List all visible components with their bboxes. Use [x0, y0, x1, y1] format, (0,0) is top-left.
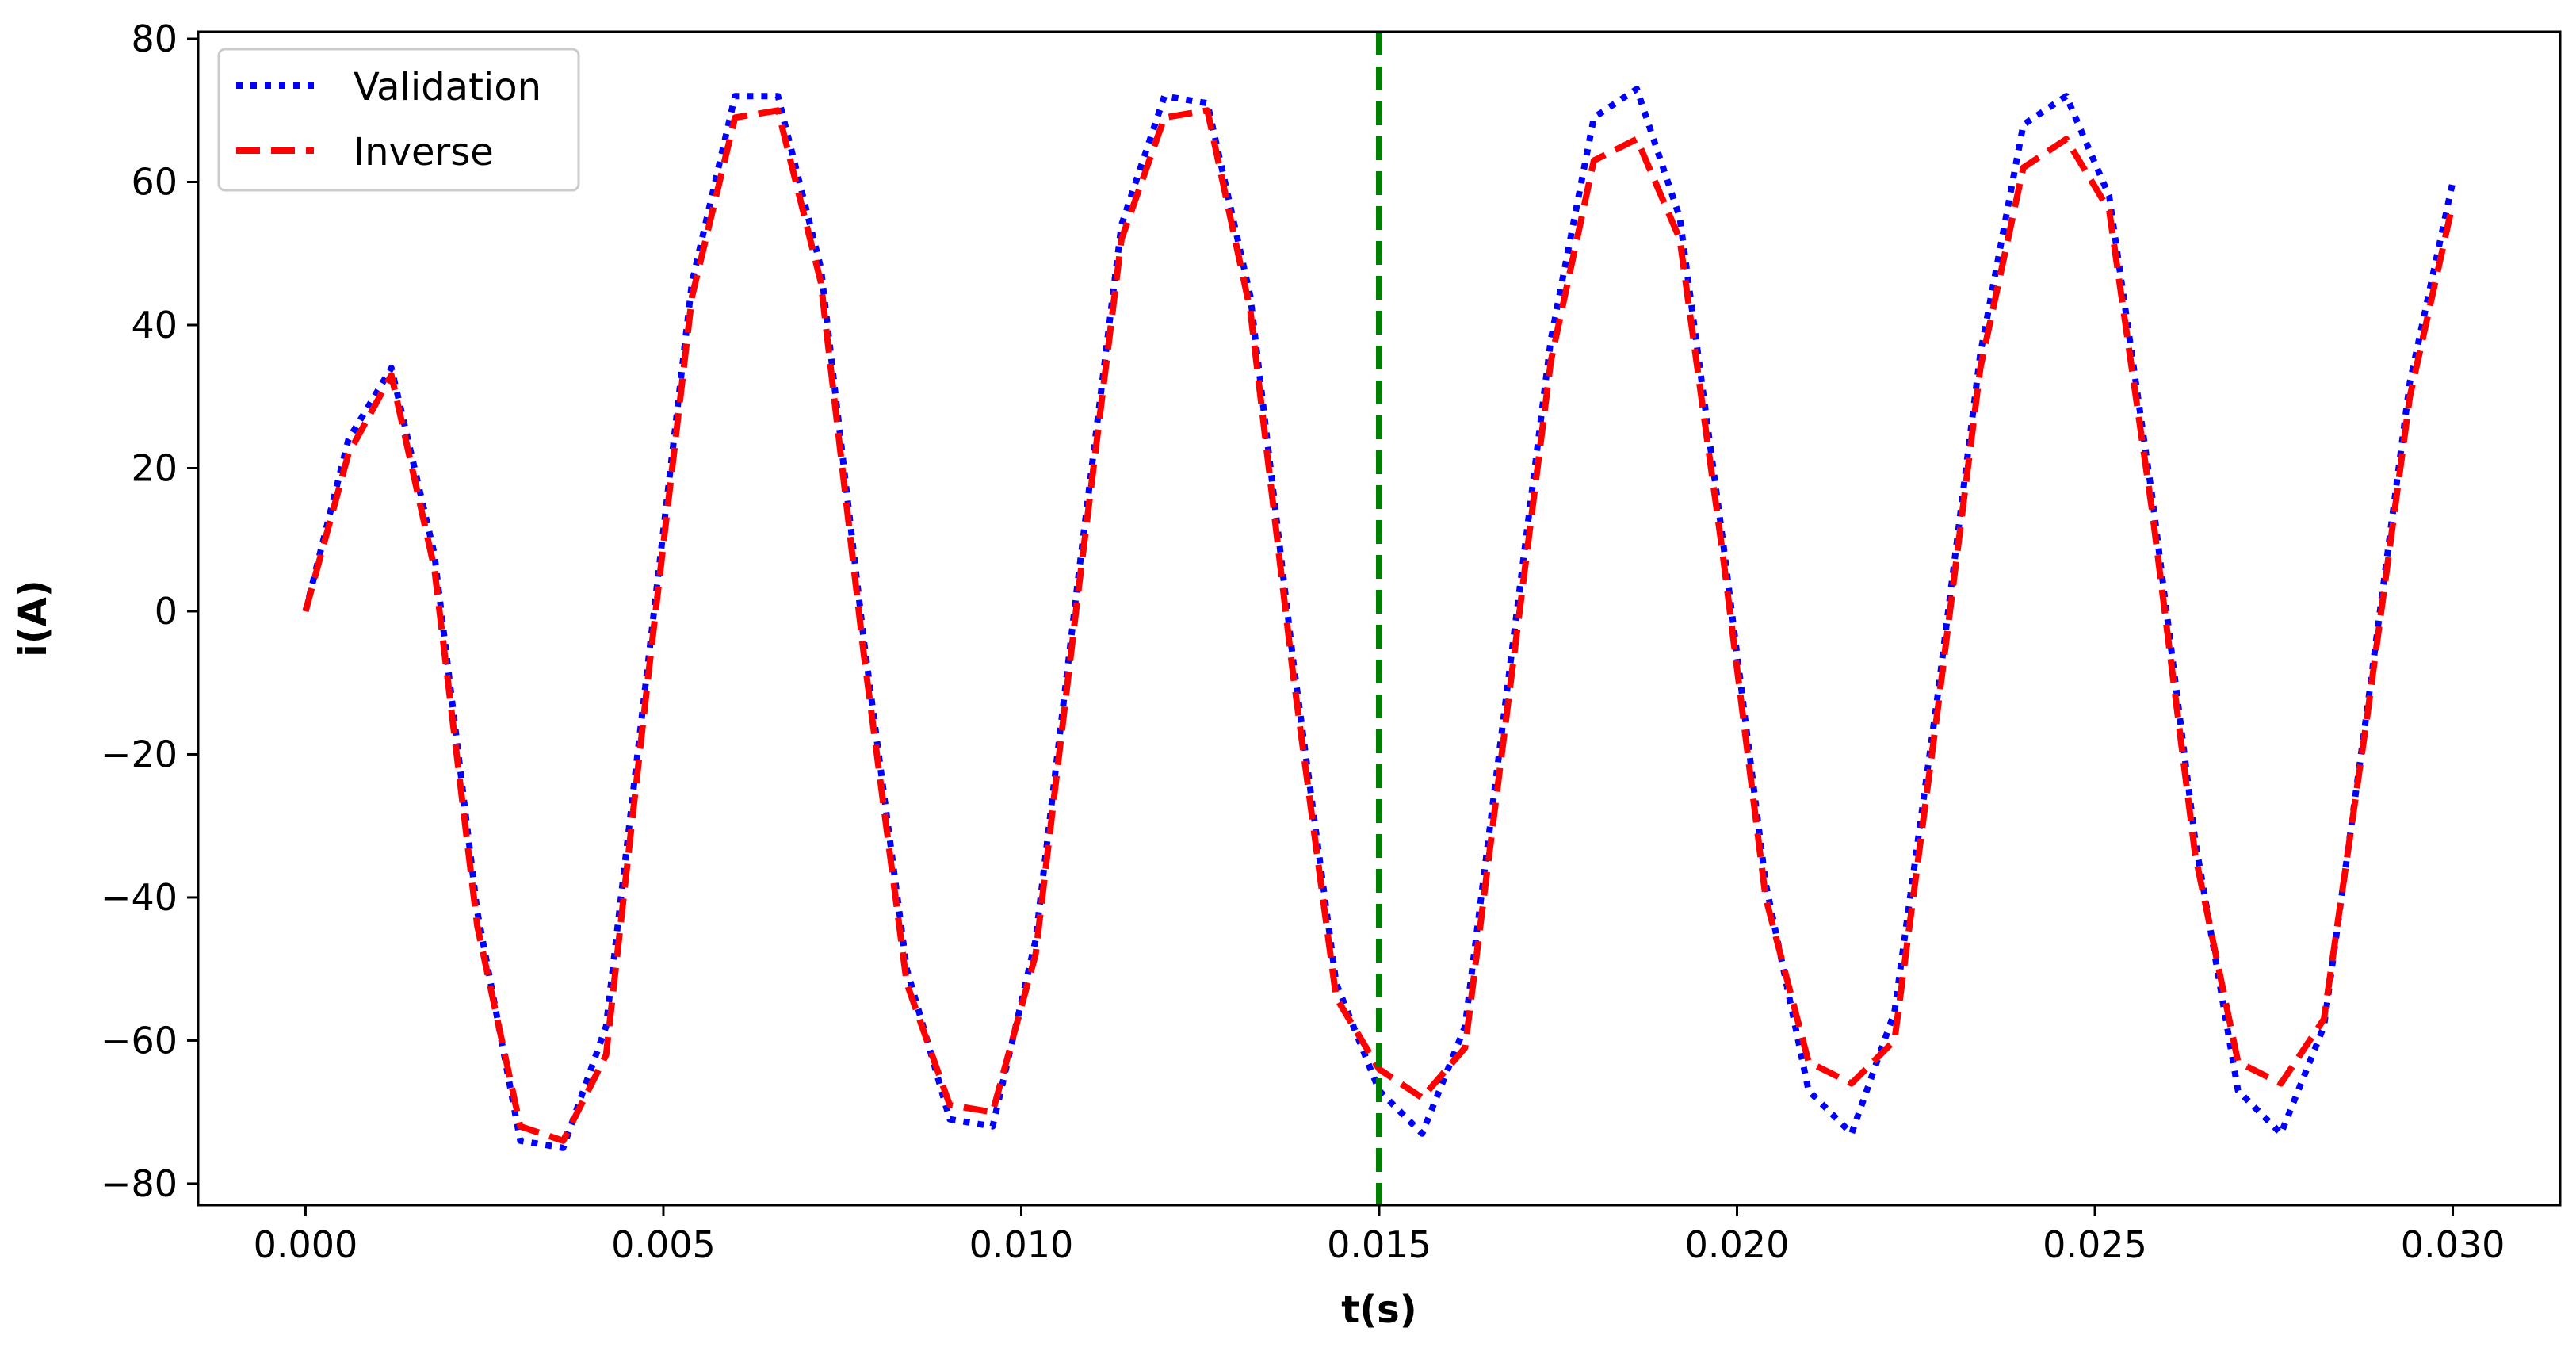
x-tick-label: 0.020: [1685, 1223, 1790, 1266]
x-tick-label: 0.005: [611, 1223, 716, 1266]
legend-label-validation: Validation: [354, 65, 541, 109]
legend: Validation Inverse: [217, 48, 580, 192]
y-tick-label: −40: [101, 876, 178, 919]
y-tick-label: −60: [101, 1019, 178, 1062]
x-tick-label: 0.015: [1327, 1223, 1431, 1266]
x-tick-label: 0.030: [2401, 1223, 2505, 1266]
legend-label-inverse: Inverse: [354, 130, 494, 174]
y-axis-label: i(A): [11, 580, 55, 656]
series-line-inverse: [302, 107, 2456, 1144]
series-layer: [302, 86, 2456, 1151]
y-tick-label: 20: [131, 446, 178, 489]
x-tick-label: 0.000: [254, 1223, 358, 1266]
y-tick-label: −20: [101, 733, 178, 775]
y-tick-label: 60: [131, 161, 178, 204]
y-tick-label: −80: [101, 1162, 178, 1205]
y-axis-ticks: 80 60 40 20 0 −20 −40 −60 −80: [101, 17, 198, 1205]
x-tick-label: 0.025: [2043, 1223, 2147, 1266]
x-tick-label: 0.010: [969, 1223, 1074, 1266]
y-tick-label: 40: [131, 304, 178, 346]
x-axis-ticks: 0.000 0.005 0.010 0.015 0.020 0.025 0.030: [254, 1205, 2505, 1266]
x-axis-label: t(s): [1341, 1288, 1416, 1332]
y-tick-label: 0: [155, 590, 178, 633]
y-tick-label: 80: [131, 17, 178, 60]
